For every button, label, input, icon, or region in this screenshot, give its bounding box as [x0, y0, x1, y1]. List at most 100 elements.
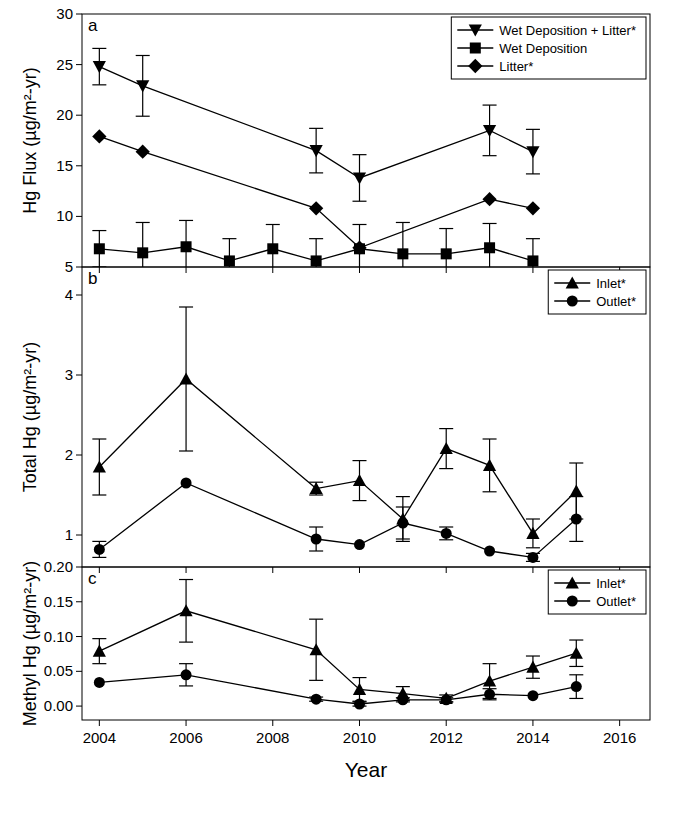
- y-tick-label: 0.15: [44, 593, 73, 610]
- data-point: [397, 248, 408, 259]
- error-cap: [92, 230, 106, 231]
- error-bar: [526, 129, 540, 174]
- data-point: [94, 544, 105, 555]
- legend-box: [451, 17, 646, 79]
- error-cap: [483, 223, 497, 224]
- error-cap: [439, 428, 453, 429]
- data-point: [484, 242, 495, 253]
- x-tick-label: 2012: [430, 729, 463, 746]
- error-cap: [483, 663, 497, 664]
- error-cap: [222, 238, 236, 239]
- error-cap: [569, 462, 583, 463]
- x-tick: [446, 567, 447, 573]
- error-cap: [569, 674, 583, 675]
- legend: Inlet*Outlet*: [548, 270, 646, 314]
- error-bar: [92, 231, 106, 267]
- error-bar: [483, 223, 497, 267]
- series-line: [99, 67, 533, 178]
- y-tick: [76, 64, 82, 65]
- data-point: [136, 144, 150, 158]
- x-tick: [99, 567, 100, 573]
- error-cap: [179, 450, 193, 451]
- error-cap: [396, 222, 410, 223]
- y-tick-label: 4: [65, 286, 73, 303]
- error-cap: [92, 638, 106, 639]
- data-point: [353, 172, 366, 184]
- y-tick-label: 1: [65, 526, 73, 543]
- error-cap: [526, 655, 540, 656]
- data-point: [92, 129, 106, 143]
- error-cap: [439, 539, 453, 540]
- error-cap: [92, 494, 106, 495]
- x-tick: [186, 267, 187, 273]
- plot-area: [92, 48, 540, 267]
- error-bar: [309, 239, 323, 267]
- legend-marker: [567, 296, 578, 307]
- legend-label: Inlet*: [596, 576, 626, 591]
- error-cap: [352, 460, 366, 461]
- x-tick: [272, 567, 273, 573]
- error-bar: [439, 527, 453, 540]
- error-cap: [136, 55, 150, 56]
- data-point: [136, 80, 149, 92]
- x-tick: [359, 720, 360, 726]
- error-cap: [396, 541, 410, 542]
- error-bar: [309, 482, 323, 495]
- error-cap: [136, 116, 150, 117]
- legend-label: Wet Deposition: [499, 41, 587, 56]
- error-cap: [569, 496, 583, 497]
- y-axis-label: Total Hg (µg/m²-yr): [20, 342, 40, 492]
- error-stem: [402, 222, 403, 267]
- data-point: [483, 674, 496, 686]
- x-tick: [186, 720, 187, 726]
- error-cap: [526, 678, 540, 679]
- data-point: [527, 552, 538, 563]
- series-line: [99, 675, 576, 704]
- y-tick: [76, 165, 82, 166]
- error-cap: [396, 496, 410, 497]
- data-point: [482, 192, 496, 206]
- x-tick: [619, 720, 620, 726]
- x-tick: [359, 567, 360, 573]
- error-cap: [309, 128, 323, 129]
- error-bar: [309, 527, 323, 551]
- legend-label: Inlet*: [596, 276, 626, 291]
- error-cap: [136, 222, 150, 223]
- error-cap: [92, 541, 106, 542]
- error-cap: [352, 201, 366, 202]
- panel-label: b: [88, 269, 97, 288]
- error-cap: [439, 526, 453, 527]
- error-cap: [179, 579, 193, 580]
- y-tick: [76, 636, 82, 637]
- x-tick: [446, 267, 447, 273]
- error-bar: [396, 497, 410, 542]
- error-bar: [309, 619, 323, 680]
- data-point: [526, 146, 539, 158]
- error-bar: [352, 461, 366, 501]
- data-point: [93, 645, 106, 657]
- error-cap: [526, 518, 540, 519]
- error-bar: [92, 541, 106, 557]
- series-line: [99, 483, 576, 557]
- error-cap: [439, 468, 453, 469]
- legend-marker: [566, 276, 579, 288]
- y-tick: [76, 706, 82, 707]
- y-tick: [76, 14, 82, 15]
- legend-marker: [468, 59, 482, 73]
- error-bar: [483, 689, 497, 700]
- series-line: [99, 379, 576, 533]
- x-tick: [532, 720, 533, 726]
- error-cap: [309, 680, 323, 681]
- error-bar: [352, 155, 366, 202]
- legend-label: Wet Deposition + Litter*: [499, 23, 636, 38]
- y-axis-label: Hg Flux (µg/m²-yr): [20, 67, 40, 213]
- error-cap: [352, 500, 366, 501]
- error-cap: [309, 238, 323, 239]
- figure: 51015202530Hg Flux (µg/m²-yr)aWet Deposi…: [0, 0, 675, 819]
- data-point: [94, 243, 105, 254]
- data-point: [571, 514, 582, 525]
- error-cap: [569, 698, 583, 699]
- data-point: [571, 681, 582, 692]
- error-cap: [309, 172, 323, 173]
- error-bar: [92, 639, 106, 664]
